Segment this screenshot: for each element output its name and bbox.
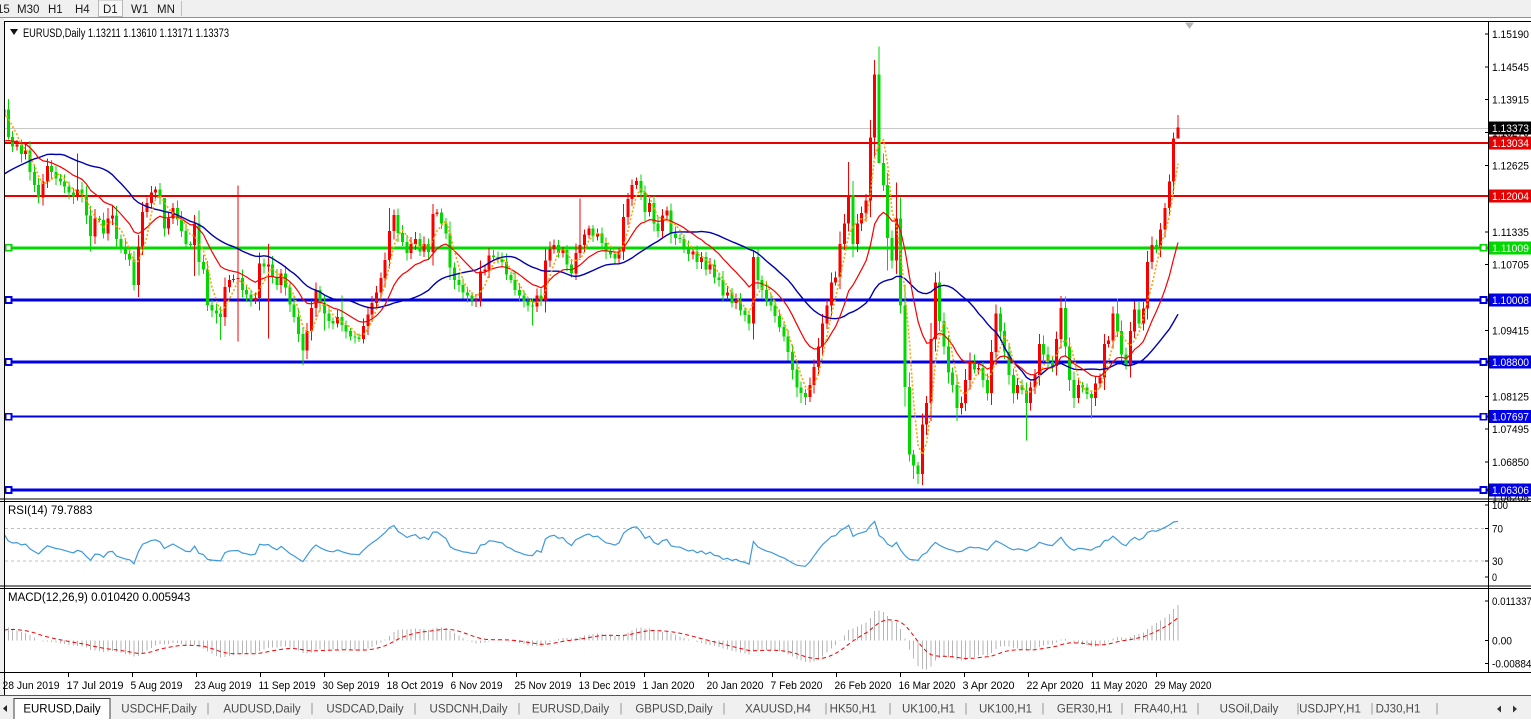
svg-text:100: 100 — [1492, 500, 1508, 512]
svg-text:1.07495: 1.07495 — [1492, 424, 1529, 436]
svg-text:UK100,H1: UK100,H1 — [902, 704, 955, 716]
svg-text:1.06306: 1.06306 — [1492, 485, 1529, 497]
svg-text:1.11009: 1.11009 — [1492, 243, 1529, 255]
svg-text:USOil,Daily: USOil,Daily — [1220, 704, 1279, 716]
svg-text:HK50,H1: HK50,H1 — [830, 704, 877, 716]
svg-text:26 Feb 2020: 26 Feb 2020 — [835, 680, 892, 692]
svg-text:29 May 2020: 29 May 2020 — [1155, 680, 1212, 692]
svg-text:H4: H4 — [75, 4, 90, 16]
svg-text:0.00: 0.00 — [1492, 636, 1512, 648]
svg-text:1.13915: 1.13915 — [1492, 94, 1529, 106]
svg-text:|: | — [414, 703, 417, 715]
svg-text:1.10705: 1.10705 — [1492, 259, 1529, 271]
svg-text:UK100,H1: UK100,H1 — [979, 704, 1032, 716]
svg-text:AUDUSD,Daily: AUDUSD,Daily — [223, 704, 301, 716]
svg-text:|: | — [723, 703, 726, 715]
svg-text:22 Apr 2020: 22 Apr 2020 — [1027, 680, 1084, 692]
svg-text:W1: W1 — [131, 4, 148, 16]
svg-text:|: | — [825, 703, 828, 715]
svg-text:DJ30,H1: DJ30,H1 — [1376, 704, 1421, 716]
svg-text:6 Nov 2019: 6 Nov 2019 — [451, 680, 503, 692]
svg-text:|: | — [1297, 703, 1300, 715]
svg-text:MN: MN — [157, 4, 175, 16]
svg-text:1.07697: 1.07697 — [1492, 412, 1529, 424]
svg-text:|: | — [620, 703, 623, 715]
svg-text:|: | — [1197, 703, 1200, 715]
svg-text:0.011337: 0.011337 — [1492, 596, 1531, 608]
svg-text:1.13034: 1.13034 — [1492, 138, 1529, 150]
svg-text:1.14545: 1.14545 — [1492, 62, 1529, 74]
svg-text:5 Aug 2019: 5 Aug 2019 — [131, 680, 183, 692]
svg-text:1.08800: 1.08800 — [1492, 357, 1529, 369]
svg-text:FRA40,H1: FRA40,H1 — [1134, 704, 1188, 716]
svg-text:D1: D1 — [103, 4, 118, 16]
svg-text:|: | — [1436, 703, 1439, 715]
svg-text:RSI(14) 79.7883: RSI(14) 79.7883 — [8, 505, 92, 517]
svg-text:23 Aug 2019: 23 Aug 2019 — [195, 680, 252, 692]
svg-text:|: | — [1371, 703, 1374, 715]
svg-text:USDJPY,H1: USDJPY,H1 — [1299, 704, 1361, 716]
svg-text:13 Dec 2019: 13 Dec 2019 — [579, 680, 636, 692]
svg-text:30 Sep 2019: 30 Sep 2019 — [323, 680, 380, 692]
svg-text:|: | — [311, 703, 314, 715]
svg-text:1.13373: 1.13373 — [1492, 123, 1529, 135]
svg-text:-0.008848: -0.008848 — [1492, 659, 1531, 671]
svg-text:|: | — [518, 703, 521, 715]
svg-text:USDCHF,Daily: USDCHF,Daily — [121, 704, 197, 716]
svg-text:|: | — [965, 703, 968, 715]
svg-text:GBPUSD,Daily: GBPUSD,Daily — [635, 704, 713, 716]
svg-text:11 Sep 2019: 11 Sep 2019 — [259, 680, 316, 692]
svg-text:EURUSD,Daily: EURUSD,Daily — [532, 704, 610, 716]
svg-text:18 Oct 2019: 18 Oct 2019 — [387, 680, 444, 692]
svg-text:MACD(12,26,9) 0.010420 0.00594: MACD(12,26,9) 0.010420 0.005943 — [8, 592, 190, 604]
svg-text:17 Jul 2019: 17 Jul 2019 — [67, 680, 124, 692]
svg-text:|: | — [1042, 703, 1045, 715]
svg-text:USDCNH,Daily: USDCNH,Daily — [430, 704, 508, 716]
svg-text:1.15190: 1.15190 — [1492, 29, 1529, 41]
svg-text:EURUSD,Daily: EURUSD,Daily — [23, 704, 101, 716]
svg-text:1.06850: 1.06850 — [1492, 457, 1529, 469]
svg-text:15: 15 — [0, 4, 10, 16]
svg-text:3 Apr 2020: 3 Apr 2020 — [963, 680, 1015, 692]
svg-text:28 Jun 2019: 28 Jun 2019 — [3, 680, 60, 692]
svg-text:M30: M30 — [17, 4, 39, 16]
svg-text:|: | — [207, 703, 210, 715]
svg-text:11 May 2020: 11 May 2020 — [1091, 680, 1148, 692]
svg-text:1.12004: 1.12004 — [1492, 191, 1529, 203]
svg-text:H1: H1 — [48, 4, 63, 16]
svg-text:|: | — [889, 703, 892, 715]
svg-text:1.09415: 1.09415 — [1492, 326, 1529, 338]
svg-text:GER30,H1: GER30,H1 — [1057, 704, 1113, 716]
svg-text:|: | — [1121, 703, 1124, 715]
svg-text:XAUUSD,H4: XAUUSD,H4 — [745, 704, 811, 716]
svg-text:1.11335: 1.11335 — [1492, 227, 1529, 239]
svg-text:USDCAD,Daily: USDCAD,Daily — [326, 704, 404, 716]
svg-text:20 Jan 2020: 20 Jan 2020 — [707, 680, 764, 692]
svg-text:1.08125: 1.08125 — [1492, 392, 1529, 404]
svg-text:1 Jan 2020: 1 Jan 2020 — [643, 680, 695, 692]
svg-text:30: 30 — [1492, 556, 1503, 568]
svg-text:1.10008: 1.10008 — [1492, 295, 1529, 307]
svg-text:16 Mar 2020: 16 Mar 2020 — [899, 680, 956, 692]
svg-text:1.12625: 1.12625 — [1492, 161, 1529, 173]
svg-text:0: 0 — [1492, 572, 1497, 584]
svg-text:25 Nov 2019: 25 Nov 2019 — [515, 680, 572, 692]
svg-text:EURUSD,Daily 1.13211 1.13610: EURUSD,Daily 1.13211 1.13610 1.13171 1.1… — [23, 28, 229, 40]
svg-text:7 Feb 2020: 7 Feb 2020 — [771, 680, 823, 692]
svg-text:70: 70 — [1492, 524, 1503, 536]
